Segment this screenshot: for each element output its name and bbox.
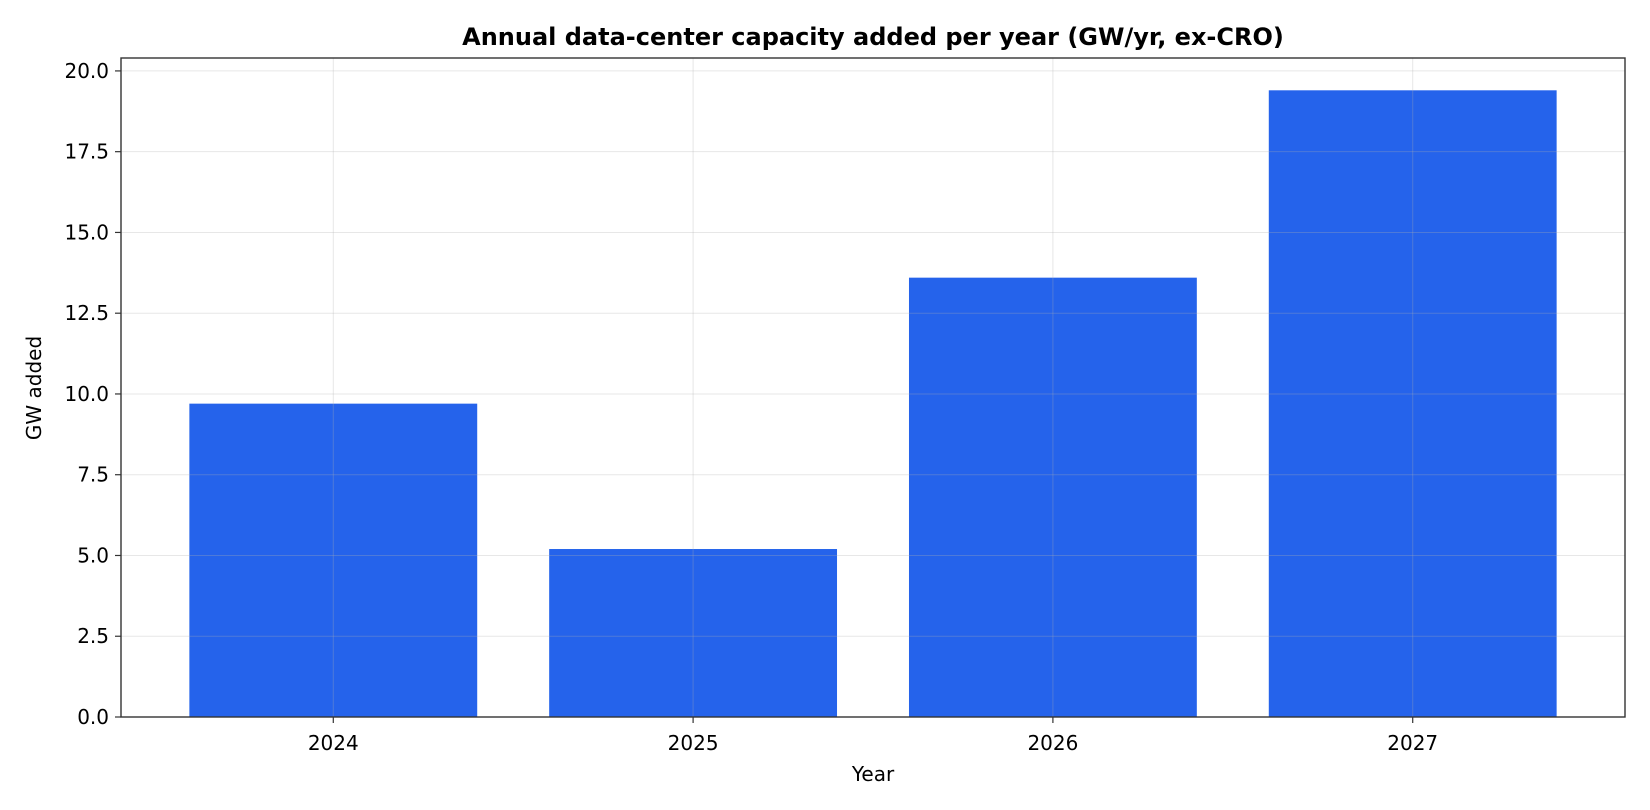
y-axis-ticks: 0.0 2.5 5.0 7.5 10.0 12.5 15.0 17.5 20.0 xyxy=(64,59,121,729)
bar-2027 xyxy=(1268,90,1557,717)
plot-frame xyxy=(120,57,1626,718)
y-tick-label: 7.5 xyxy=(77,463,109,487)
y-tick-label: 20.0 xyxy=(64,59,109,83)
y-axis-label: GW added xyxy=(22,336,46,440)
chart-title: Annual data-center capacity added per ye… xyxy=(462,23,1284,51)
y-tick-label: 15.0 xyxy=(64,220,109,244)
bar-2025 xyxy=(549,549,838,717)
x-tick-label: 2026 xyxy=(1027,731,1078,755)
x-tick-label: 2025 xyxy=(668,731,719,755)
y-tick-label: 5.0 xyxy=(77,543,109,567)
x-tick-label: 2024 xyxy=(308,731,359,755)
y-tick-label: 10.0 xyxy=(64,382,109,406)
x-axis-label: Year xyxy=(851,762,895,786)
x-tick-label: 2027 xyxy=(1387,731,1438,755)
bar-2026 xyxy=(908,277,1197,717)
bar-2024 xyxy=(189,403,478,717)
y-tick-label: 12.5 xyxy=(64,301,109,325)
y-tick-label: 17.5 xyxy=(64,140,109,164)
bars-layer xyxy=(189,90,1557,717)
y-tick-label: 0.0 xyxy=(77,705,109,729)
y-tick-label: 2.5 xyxy=(77,624,109,648)
x-axis-ticks: 2024 2025 2026 2027 xyxy=(308,717,1438,755)
